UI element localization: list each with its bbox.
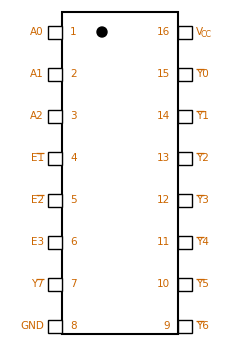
Text: 9: 9 <box>163 321 170 331</box>
Bar <box>178 277 192 291</box>
Text: Y1: Y1 <box>196 111 209 121</box>
Text: 10: 10 <box>157 279 170 289</box>
Bar <box>48 320 62 332</box>
Text: E2: E2 <box>31 195 44 205</box>
Text: GND: GND <box>20 321 44 331</box>
Bar <box>178 110 192 122</box>
Bar <box>48 25 62 39</box>
Bar <box>48 277 62 291</box>
Text: A1: A1 <box>30 69 44 79</box>
Bar <box>48 151 62 165</box>
Bar <box>178 25 192 39</box>
Text: 5: 5 <box>70 195 77 205</box>
Text: Y5: Y5 <box>196 279 209 289</box>
Text: Y4: Y4 <box>196 237 209 247</box>
Text: 11: 11 <box>157 237 170 247</box>
Text: A0: A0 <box>30 27 44 37</box>
Text: Y6: Y6 <box>196 321 209 331</box>
Text: E1: E1 <box>31 153 44 163</box>
Text: 3: 3 <box>70 111 77 121</box>
Text: 4: 4 <box>70 153 77 163</box>
Text: 1: 1 <box>70 27 77 37</box>
Text: Y3: Y3 <box>196 195 209 205</box>
Text: 12: 12 <box>157 195 170 205</box>
Text: 13: 13 <box>157 153 170 163</box>
Bar <box>48 67 62 80</box>
Bar <box>178 320 192 332</box>
Text: 7: 7 <box>70 279 77 289</box>
Text: CC: CC <box>201 30 212 39</box>
Bar <box>48 193 62 206</box>
Text: E3: E3 <box>31 237 44 247</box>
Text: 14: 14 <box>157 111 170 121</box>
Text: A2: A2 <box>30 111 44 121</box>
Text: Y2: Y2 <box>196 153 209 163</box>
Text: 8: 8 <box>70 321 77 331</box>
Text: 2: 2 <box>70 69 77 79</box>
Circle shape <box>97 27 107 37</box>
Bar <box>62 12 178 334</box>
Bar <box>178 193 192 206</box>
Bar <box>48 236 62 248</box>
Bar <box>178 151 192 165</box>
Bar <box>178 236 192 248</box>
Text: 16: 16 <box>157 27 170 37</box>
Text: 6: 6 <box>70 237 77 247</box>
Text: V: V <box>196 27 203 37</box>
Text: Y0: Y0 <box>196 69 209 79</box>
Bar <box>178 67 192 80</box>
Text: Y7: Y7 <box>31 279 44 289</box>
Bar <box>48 110 62 122</box>
Text: 15: 15 <box>157 69 170 79</box>
